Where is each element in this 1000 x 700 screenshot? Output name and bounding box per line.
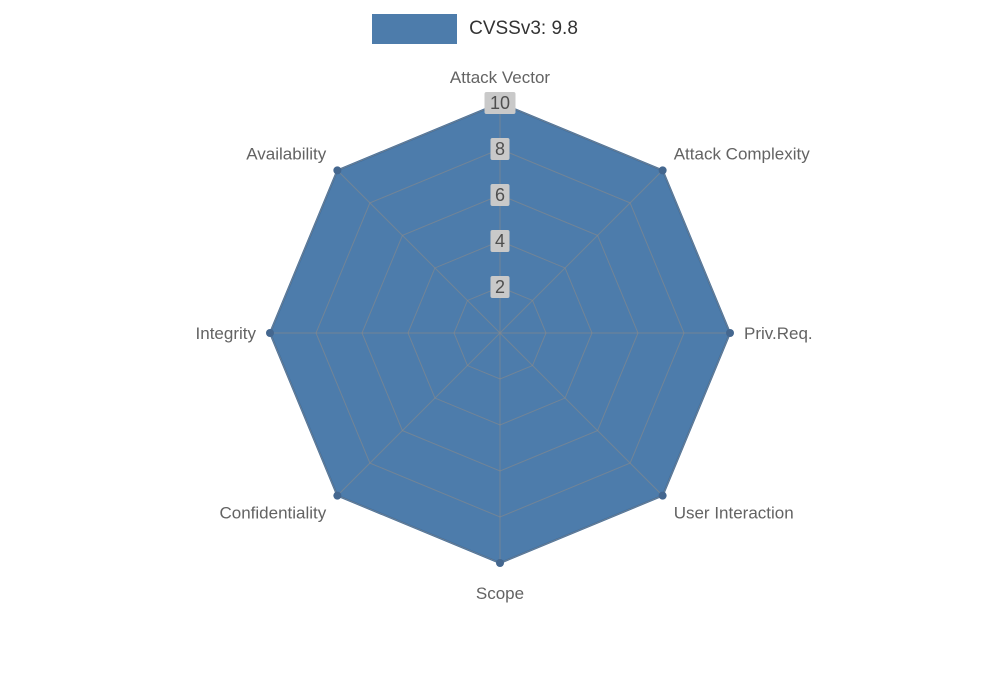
vertex-marker — [266, 329, 274, 337]
legend: CVSSv3: 9.8 — [0, 14, 975, 44]
axis-label-attack-complexity: Attack Complexity — [674, 144, 811, 163]
vertex-marker — [496, 559, 504, 567]
tick-label: 4 — [495, 231, 505, 251]
tick-label-bg — [490, 230, 510, 252]
axis-label-integrity: Integrity — [196, 324, 257, 343]
axis-label-confidentiality: Confidentiality — [220, 504, 327, 523]
tick-label: 10 — [490, 93, 510, 113]
axis-label-priv-req-: Priv.Req. — [744, 324, 813, 343]
tick-label-bg — [490, 276, 510, 298]
tick-label-bg — [484, 92, 516, 114]
vertex-marker — [726, 329, 734, 337]
axis-spoke — [499, 332, 663, 496]
tick-label: 6 — [495, 185, 505, 205]
vertex-marker — [658, 166, 667, 175]
axis-label-scope: Scope — [476, 584, 524, 603]
axis-label-availability: Availability — [246, 144, 327, 163]
vertex-marker — [658, 491, 667, 500]
vertex-marker — [333, 166, 342, 175]
legend-swatch — [372, 14, 458, 44]
axis-label-attack-vector: Attack Vector — [450, 68, 550, 87]
axis-spoke — [337, 170, 501, 334]
tick-label: 8 — [495, 139, 505, 159]
tick-label-bg — [490, 184, 510, 206]
axis-label-user-interaction: User Interaction — [674, 504, 794, 523]
axis-spoke — [499, 170, 663, 334]
tick-label-bg — [490, 138, 510, 160]
legend-label: CVSSv3: 9.8 — [469, 18, 578, 39]
axis-spoke — [337, 332, 501, 496]
vertex-marker — [333, 491, 342, 500]
tick-label: 2 — [495, 277, 505, 297]
